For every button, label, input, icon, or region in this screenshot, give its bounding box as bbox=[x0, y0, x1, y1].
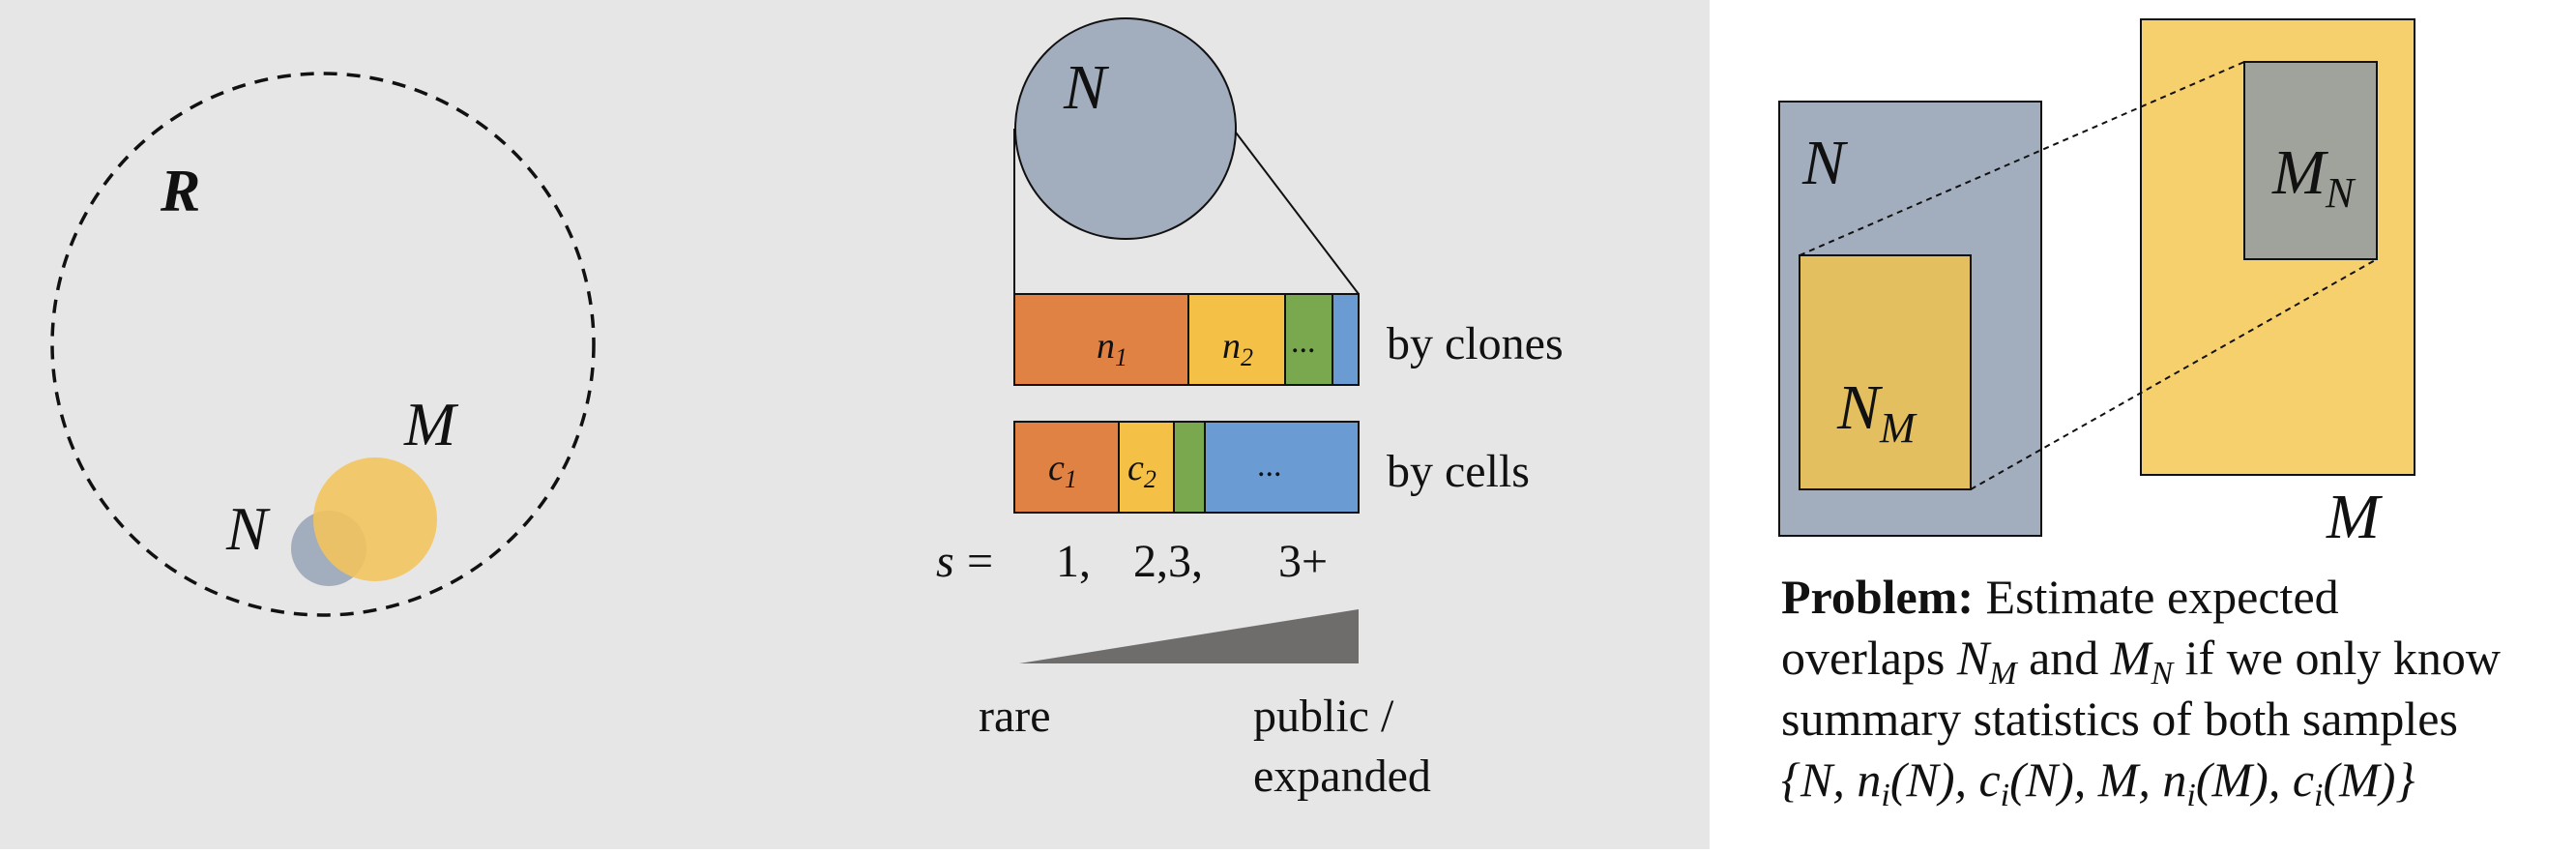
set-m-label: M bbox=[403, 390, 459, 458]
panel-universe: R N M bbox=[50, 72, 596, 617]
cells-row-label: by cells bbox=[1387, 446, 1530, 497]
sample-n-box-label: N bbox=[1801, 128, 1849, 198]
scale-right-label-line2: expanded bbox=[1253, 751, 1431, 802]
left-panel-background bbox=[0, 0, 1710, 849]
panel-decomposition: N n1 n2 ... by clones c1 c2 ... by cells… bbox=[936, 17, 1564, 802]
clone-segment-n2 bbox=[1187, 293, 1286, 386]
problem-line-2: overlaps NM and MN if we only know bbox=[1781, 631, 2501, 692]
problem-line-1: Problem: Estimate expected bbox=[1781, 570, 2339, 624]
sample-m-box-label: M bbox=[2326, 482, 2384, 552]
cell-segment-mid bbox=[1173, 421, 1206, 514]
abundance-wedge bbox=[1019, 609, 1359, 663]
sample-n-label: N bbox=[1063, 52, 1110, 123]
universe-circle bbox=[50, 72, 596, 617]
s-value-1: 1, bbox=[1056, 536, 1091, 587]
overlap-nm-box bbox=[1799, 254, 1972, 490]
clone-dots-label: ... bbox=[1291, 324, 1316, 360]
clone-n1-label: n1 bbox=[1097, 326, 1127, 371]
overlap-mn-label: MN bbox=[2271, 137, 2356, 217]
problem-line-4: {N, ni(N), ci(N), M, ni(M), ci(M)} bbox=[1781, 752, 2415, 813]
universe-label: R bbox=[160, 159, 200, 224]
clones-row-label: by clones bbox=[1387, 318, 1564, 369]
scale-right-label-line1: public / bbox=[1253, 691, 1394, 742]
problem-statement: Problem: Estimate expected overlaps NM a… bbox=[1781, 570, 2501, 813]
clones-bar: n1 n2 ... by clones bbox=[1013, 293, 1564, 386]
scale-left-label: rare bbox=[979, 691, 1051, 742]
s-value-3: 3+ bbox=[1278, 536, 1328, 587]
set-n-label: N bbox=[225, 494, 271, 563]
cell-segment-c2 bbox=[1118, 421, 1175, 514]
clone-segment-dots bbox=[1284, 293, 1333, 386]
cell-dots-label: ... bbox=[1257, 448, 1282, 484]
overlap-nm-label: NM bbox=[1836, 372, 1917, 452]
set-m-circle bbox=[313, 457, 437, 581]
overlap-mn-box bbox=[2243, 61, 2378, 260]
panel-overlap: N NM M MN Problem: Estimate expected ove… bbox=[1778, 18, 2501, 813]
clone-segment-n1 bbox=[1013, 293, 1189, 386]
size-scale-row: s = 1, 2,3, 3+ bbox=[936, 536, 1328, 587]
clone-n2-label: n2 bbox=[1222, 326, 1253, 371]
cell-c2-label: c2 bbox=[1127, 448, 1156, 493]
cells-bar: c1 c2 ... by cells bbox=[1013, 421, 1530, 514]
sample-n-circle bbox=[1014, 17, 1237, 240]
problem-line-3: summary statistics of both samples bbox=[1781, 692, 2458, 746]
cell-segment-dots bbox=[1204, 421, 1360, 514]
clone-segment-rest bbox=[1332, 293, 1360, 386]
s-equals: = bbox=[967, 536, 993, 587]
zoom-line-right bbox=[1232, 128, 1360, 295]
cell-c1-label: c1 bbox=[1048, 448, 1077, 493]
s-value-2: 2,3, bbox=[1133, 536, 1203, 587]
s-symbol: s bbox=[936, 536, 954, 587]
link-line-bottom bbox=[1970, 258, 2378, 490]
